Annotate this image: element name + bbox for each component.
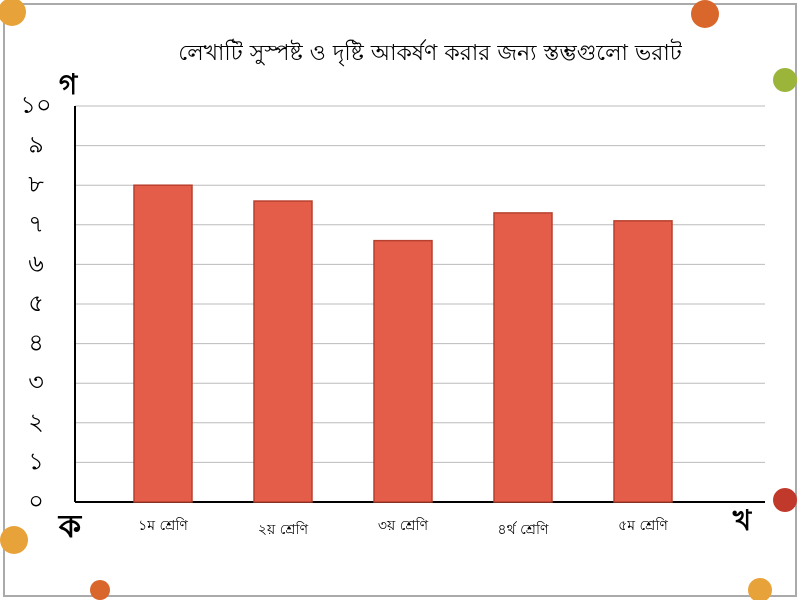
bar [133,184,193,503]
y-tick-label: ৭ [28,210,44,238]
leaf-decoration [90,580,110,600]
bar [253,200,313,503]
x-tick-label: ৩য় শ্রেণি [378,517,429,534]
y-tick-label: ৮ [28,170,44,198]
x-axis-label: খ [732,504,753,537]
bar [493,212,553,503]
y-tick-label: ৫ [28,289,44,317]
x-tick-label: ১ম শ্রেণি [138,517,188,534]
x-tick-label: ৫ম শ্রেণি [618,517,668,534]
y-tick-label: ৩ [28,368,44,396]
y-tick-label: ২ [28,408,44,436]
leaf-decoration [773,68,797,92]
leaf-decoration [0,0,26,26]
leaf-decoration [748,578,772,600]
origin-label: ক [58,507,83,545]
leaf-decoration [773,488,797,512]
x-tick-label: ২য় শ্রেণি [258,521,309,538]
bar [373,239,433,503]
bar [613,220,673,503]
y-tick-label: ৬ [28,249,44,277]
y-tick-label: ০ [28,487,44,515]
y-tick-label: ১০ [20,91,51,119]
leaf-decoration [0,526,28,554]
y-tick-label: ১ [28,447,44,475]
leaf-decoration [691,0,719,28]
y-axis-label: গ [59,68,79,101]
chart-title: লেখাটি সুস্পষ্ট ও দৃষ্টি আকর্ষণ করার জন্… [178,39,682,66]
y-tick-label: ৪ [28,329,44,357]
y-tick-label: ৯ [28,131,44,159]
x-tick-label: ৪র্থ শ্রেণি [498,521,549,538]
